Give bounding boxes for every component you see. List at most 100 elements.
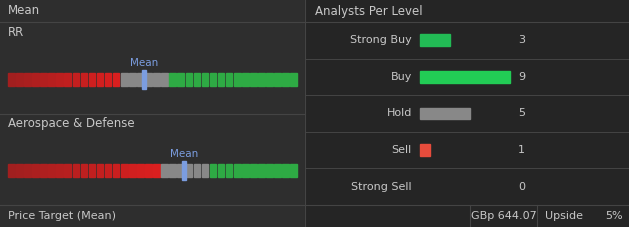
Text: Upside: Upside bbox=[545, 211, 583, 221]
Text: GBp 644.07: GBp 644.07 bbox=[470, 211, 537, 221]
Text: 5: 5 bbox=[518, 109, 525, 118]
Text: Analysts Per Level: Analysts Per Level bbox=[315, 5, 423, 17]
Bar bbox=[81, 164, 87, 177]
Bar bbox=[250, 73, 257, 86]
Bar bbox=[137, 164, 143, 177]
Bar bbox=[161, 164, 168, 177]
Bar bbox=[40, 164, 47, 177]
Bar bbox=[420, 35, 450, 46]
Bar bbox=[89, 164, 95, 177]
Bar bbox=[105, 73, 111, 86]
Bar bbox=[169, 73, 176, 86]
Bar bbox=[65, 73, 71, 86]
Bar bbox=[291, 164, 297, 177]
Bar bbox=[209, 73, 216, 86]
Bar bbox=[97, 73, 103, 86]
Bar bbox=[169, 164, 176, 177]
Bar bbox=[32, 164, 39, 177]
Bar bbox=[226, 73, 233, 86]
Bar bbox=[105, 164, 111, 177]
Bar bbox=[16, 73, 23, 86]
Bar bbox=[161, 73, 168, 86]
Text: Buy: Buy bbox=[391, 72, 412, 82]
Bar bbox=[266, 73, 273, 86]
Bar bbox=[258, 73, 265, 86]
Bar bbox=[186, 164, 192, 177]
Bar bbox=[226, 164, 233, 177]
Bar bbox=[48, 164, 55, 177]
Bar bbox=[72, 73, 79, 86]
Text: Mean: Mean bbox=[130, 58, 158, 68]
Bar bbox=[48, 73, 55, 86]
Bar bbox=[89, 73, 95, 86]
Bar bbox=[274, 73, 281, 86]
Text: Strong Buy: Strong Buy bbox=[350, 35, 412, 45]
Text: 5%: 5% bbox=[605, 211, 623, 221]
Bar bbox=[40, 73, 47, 86]
Bar bbox=[291, 73, 297, 86]
Bar bbox=[420, 71, 510, 83]
Text: Strong Sell: Strong Sell bbox=[352, 182, 412, 192]
Bar bbox=[218, 73, 225, 86]
Bar bbox=[305, 0, 629, 227]
Text: 0: 0 bbox=[518, 182, 525, 192]
Bar bbox=[258, 164, 265, 177]
Bar bbox=[153, 164, 160, 177]
Bar bbox=[420, 108, 469, 119]
Bar bbox=[202, 164, 208, 177]
Bar bbox=[209, 164, 216, 177]
Bar bbox=[113, 73, 120, 86]
Bar bbox=[32, 73, 39, 86]
Bar bbox=[81, 73, 87, 86]
Bar bbox=[57, 73, 63, 86]
Bar bbox=[16, 164, 23, 177]
Bar bbox=[153, 73, 160, 86]
Bar bbox=[274, 164, 281, 177]
Bar bbox=[194, 73, 200, 86]
Bar bbox=[234, 164, 240, 177]
Text: RR: RR bbox=[8, 25, 25, 39]
Bar bbox=[0, 0, 305, 227]
Bar bbox=[121, 164, 128, 177]
Bar bbox=[145, 73, 152, 86]
Bar bbox=[113, 164, 120, 177]
Text: Price Target (Mean): Price Target (Mean) bbox=[8, 211, 116, 221]
Bar bbox=[177, 164, 184, 177]
Bar bbox=[242, 73, 248, 86]
Text: Mean: Mean bbox=[170, 149, 198, 159]
Bar bbox=[266, 164, 273, 177]
Bar bbox=[129, 164, 136, 177]
Bar bbox=[182, 161, 186, 180]
Text: Hold: Hold bbox=[387, 109, 412, 118]
Bar bbox=[137, 73, 143, 86]
Bar bbox=[145, 164, 152, 177]
Bar bbox=[24, 73, 31, 86]
Bar bbox=[194, 164, 200, 177]
Bar bbox=[218, 164, 225, 177]
Text: Mean: Mean bbox=[8, 5, 40, 17]
Text: Sell: Sell bbox=[392, 145, 412, 155]
Text: 3: 3 bbox=[518, 35, 525, 45]
Bar bbox=[129, 73, 136, 86]
Bar bbox=[142, 70, 146, 89]
Bar bbox=[234, 73, 240, 86]
Bar bbox=[121, 73, 128, 86]
Bar bbox=[72, 164, 79, 177]
Text: Aerospace & Defense: Aerospace & Defense bbox=[8, 117, 135, 130]
Bar bbox=[186, 73, 192, 86]
Bar bbox=[282, 164, 289, 177]
Bar bbox=[57, 164, 63, 177]
Bar bbox=[282, 73, 289, 86]
Bar bbox=[177, 73, 184, 86]
Bar bbox=[24, 164, 31, 177]
Text: 1: 1 bbox=[518, 145, 525, 155]
Bar bbox=[242, 164, 248, 177]
Bar bbox=[202, 73, 208, 86]
Bar bbox=[65, 164, 71, 177]
Bar bbox=[8, 164, 14, 177]
Bar bbox=[97, 164, 103, 177]
Bar bbox=[250, 164, 257, 177]
Bar bbox=[420, 144, 430, 156]
Bar bbox=[8, 73, 14, 86]
Text: 9: 9 bbox=[518, 72, 525, 82]
